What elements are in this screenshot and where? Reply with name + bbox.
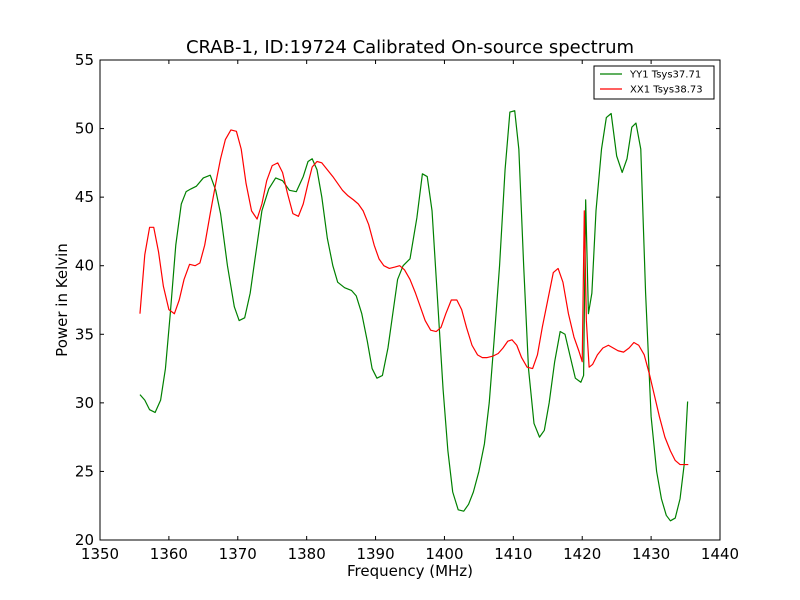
tick-layer: 1350 1360 1370 1380 1390 1400 1410 1420 1430 1440…: [75, 51, 739, 563]
x-tick-label: 1360: [150, 545, 188, 563]
x-tick-label: 1390: [356, 545, 394, 563]
y-tick-label: 20: [75, 531, 94, 549]
y-tick-label: 45: [75, 188, 94, 206]
y-axis-label: Power in Kelvin: [53, 243, 71, 357]
series-line-yy1: [139, 110, 689, 522]
y-tick-label: 30: [75, 394, 94, 412]
x-tick-label: 1440: [701, 545, 739, 563]
x-tick-label: 1420: [563, 545, 601, 563]
y-tick-label: 40: [75, 257, 94, 275]
x-tick-label: 1410: [494, 545, 532, 563]
plot-frame: [99, 59, 721, 541]
legend-box: [593, 65, 715, 100]
x-axis-label: Frequency (MHz): [347, 562, 473, 580]
legend-label-xx1: XX1 Tsys38.73: [630, 85, 703, 96]
legend: YY1 Tsys37.71 XX1 Tsys38.73: [593, 65, 715, 100]
y-tick-label: 55: [75, 51, 94, 69]
y-tick-label: 35: [75, 325, 94, 343]
x-tick-label: 1350: [81, 545, 119, 563]
x-tick-label: 1370: [219, 545, 257, 563]
y-tick-label: 50: [75, 120, 94, 138]
legend-label-yy1: YY1 Tsys37.71: [629, 70, 701, 81]
x-tick-label: 1430: [632, 545, 670, 563]
series-line-xx1: [139, 129, 689, 466]
x-tick-label: 1380: [288, 545, 326, 563]
chart-title: CRAB-1, ID:19724 Calibrated On-source sp…: [186, 37, 634, 58]
y-tick-label: 25: [75, 462, 94, 480]
x-tick-label: 1400: [425, 545, 463, 563]
series-layer: [139, 110, 689, 522]
